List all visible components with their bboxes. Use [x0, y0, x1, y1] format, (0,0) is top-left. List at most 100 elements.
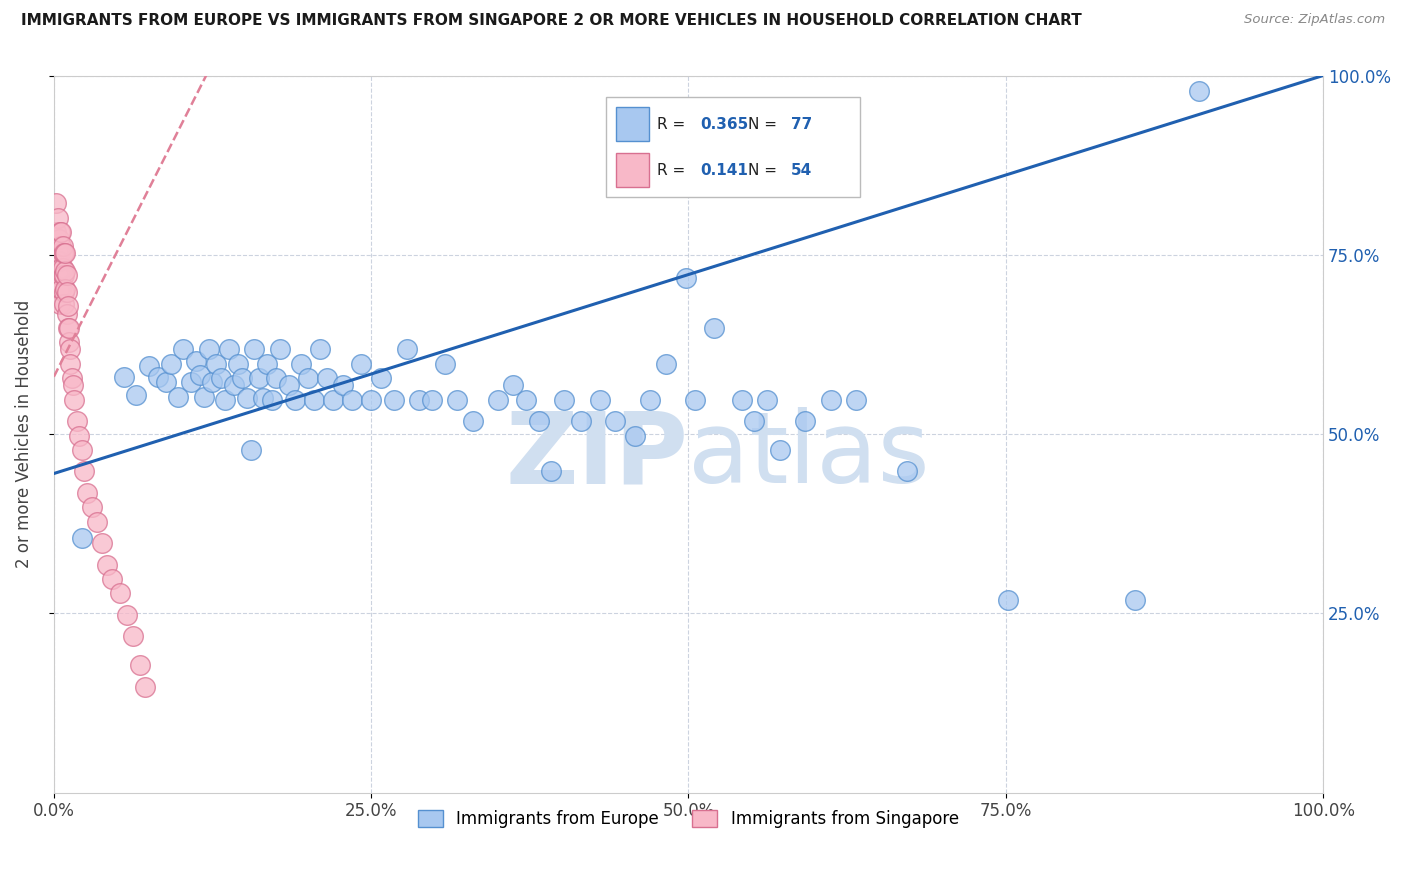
Point [588, 392, 610, 407]
Point [56, 321, 79, 335]
Text: Source: ZipAtlas.com: Source: ZipAtlas.com [1244, 13, 1385, 27]
Point [820, 392, 842, 407]
Legend: Immigrants from Europe, Immigrants from Singapore: Immigrants from Europe, Immigrants from … [412, 803, 966, 835]
Point [197, 343, 219, 357]
Point [322, 392, 344, 407]
Point [262, 392, 284, 407]
Point [553, 392, 575, 407]
Point [121, 629, 143, 643]
Point [408, 392, 430, 407]
Point [70, 531, 93, 545]
Point [91, 536, 114, 550]
Point [49, 296, 72, 310]
Point [731, 392, 754, 407]
Point [48, 253, 70, 268]
Point [1123, 593, 1146, 607]
Point [46, 246, 69, 260]
Point [117, 607, 139, 622]
Point [58, 321, 80, 335]
Point [756, 392, 779, 407]
Point [53, 285, 76, 299]
Point [446, 392, 468, 407]
Point [249, 371, 271, 385]
Point [80, 500, 103, 515]
Point [86, 515, 108, 529]
Point [201, 376, 224, 390]
Point [744, 414, 766, 428]
Point [51, 225, 73, 239]
Point [60, 371, 83, 385]
Point [188, 368, 211, 383]
Point [420, 392, 443, 407]
Point [73, 464, 96, 478]
Point [67, 428, 90, 442]
Point [51, 282, 73, 296]
Point [461, 414, 484, 428]
Point [125, 387, 148, 401]
Point [654, 357, 676, 371]
Point [56, 300, 79, 314]
Point [297, 371, 319, 385]
Point [53, 263, 76, 277]
Point [360, 392, 382, 407]
Point [53, 246, 76, 260]
Point [243, 343, 266, 357]
Point [683, 392, 706, 407]
Point [315, 371, 337, 385]
Point [45, 225, 67, 239]
Point [52, 260, 75, 275]
Point [70, 442, 93, 457]
Point [59, 343, 82, 357]
Point [180, 376, 202, 390]
Point [134, 680, 156, 694]
Point [159, 357, 181, 371]
Point [502, 378, 524, 392]
Point [269, 343, 291, 357]
Point [58, 335, 80, 350]
Point [52, 268, 75, 282]
Point [624, 428, 647, 442]
Point [264, 371, 287, 385]
Point [350, 357, 373, 371]
Point [302, 392, 325, 407]
Point [172, 343, 194, 357]
Point [49, 246, 72, 260]
Point [569, 414, 592, 428]
Point [146, 369, 169, 384]
Point [236, 391, 259, 405]
Point [55, 307, 77, 321]
Point [53, 246, 76, 260]
Point [433, 357, 456, 371]
Point [53, 282, 76, 296]
Point [55, 285, 77, 299]
Point [252, 391, 274, 405]
Point [55, 268, 77, 282]
Point [239, 442, 262, 457]
Point [209, 371, 232, 385]
Text: atlas: atlas [689, 407, 931, 504]
Point [214, 392, 236, 407]
Point [370, 371, 392, 385]
Point [101, 572, 124, 586]
Point [52, 239, 75, 253]
Point [66, 414, 89, 428]
Point [332, 378, 354, 392]
Point [49, 268, 72, 282]
Point [640, 392, 662, 407]
Point [382, 392, 405, 407]
Point [794, 414, 817, 428]
Point [675, 270, 697, 285]
Point [49, 225, 72, 239]
Point [515, 392, 537, 407]
Point [184, 354, 207, 368]
Point [486, 392, 509, 407]
Point [63, 392, 86, 407]
Point [108, 586, 131, 600]
Point [340, 392, 363, 407]
Point [309, 343, 332, 357]
Point [769, 442, 792, 457]
Point [222, 378, 245, 392]
Point [59, 357, 82, 371]
Point [155, 376, 177, 390]
Point [845, 392, 868, 407]
